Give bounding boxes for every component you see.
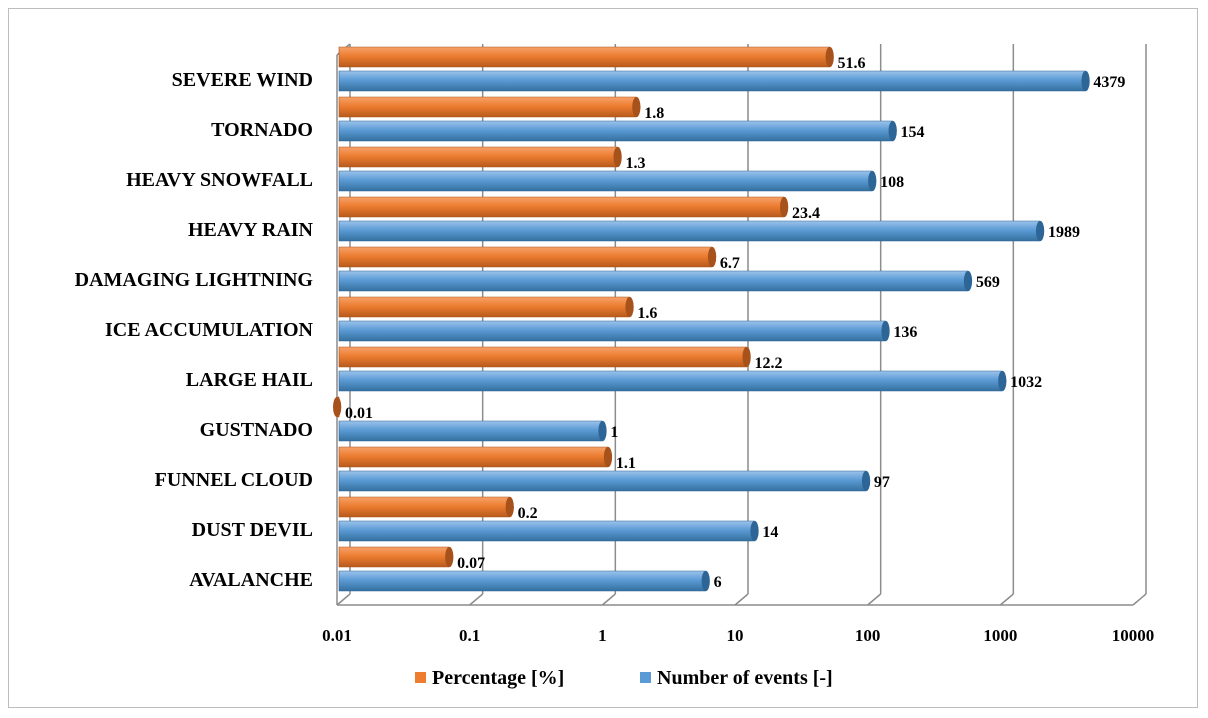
bar-events [338,170,877,192]
value-label-events: 4379 [1093,74,1125,91]
legend: Percentage [%] Number of events [-] [415,667,833,689]
bar-cap-events [701,571,710,591]
gridline-floor [734,593,749,606]
bar-cap-events [888,121,897,141]
bar-percentage [338,446,613,468]
bar-percentage [338,346,751,368]
bar-cap-percentage [707,247,716,267]
y-axis-depth-bottom [336,593,351,606]
x-tick-label: 1000 [983,626,1017,645]
bar-events [338,220,1045,242]
bar-cap-percentage [613,147,622,167]
legend-label-percentage: Percentage [%] [432,667,564,689]
bar-percentage [338,546,454,568]
bar-events [338,420,607,442]
value-label-percentage: 1.6 [637,305,657,322]
value-label-percentage: 0.01 [345,405,373,422]
bar-cap-events [1081,71,1090,91]
value-label-events: 154 [901,124,925,141]
bar-percentage [338,296,634,318]
value-label-percentage: 0.07 [457,555,485,572]
value-label-percentage: 1.8 [644,105,664,122]
value-label-events: 1032 [1010,374,1042,391]
x-tick-label: 10000 [1112,626,1155,645]
value-label-percentage: 12.2 [754,355,782,372]
bar-events [338,120,897,142]
value-label-percentage: 6.7 [720,255,740,272]
category-label: DUST DEVIL [192,519,313,541]
bar-cap-events [868,171,877,191]
bar-cap-percentage [742,347,751,367]
bar-cap-events [598,421,607,441]
gridline-floor [999,593,1014,606]
bar-percentage [338,246,717,268]
value-label-events: 136 [893,324,917,341]
category-label: HEAVY SNOWFALL [126,169,313,191]
value-label-percentage: 23.4 [792,205,820,222]
bar-events [338,370,1007,392]
legend-swatch-percentage [415,672,426,683]
category-label: AVALANCHE [189,569,313,591]
value-label-events: 569 [976,274,1000,291]
gridline-floor [601,593,616,606]
value-label-events: 1 [610,424,618,441]
gridline-floor [469,593,484,606]
legend-label-events: Number of events [-] [657,667,833,689]
bar-events [338,320,890,342]
legend-swatch-events [640,672,651,683]
value-label-events: 1989 [1048,224,1080,241]
gridline-floor [1132,593,1147,606]
bar-cap-events [998,371,1007,391]
bar-cap-events [750,521,759,541]
value-label-events: 6 [714,574,722,591]
category-label: LARGE HAIL [186,369,313,391]
x-tick-label: 100 [855,626,881,645]
category-label: DAMAGING LIGHTNING [75,269,314,291]
x-tick-label: 0.1 [459,626,480,645]
bar-events [338,570,710,592]
bar-events [338,470,871,492]
x-tick-label: 1 [598,626,607,645]
bar-cap-percentage [505,497,514,517]
category-label: TORNADO [211,119,313,141]
bar-events [338,70,1090,92]
value-label-events: 14 [762,524,778,541]
bar-percentage [338,496,514,518]
bar-cap-percentage [625,297,634,317]
category-label: HEAVY RAIN [188,219,314,241]
value-label-events: 108 [880,174,904,191]
bar-cap-events [881,321,890,341]
bars [333,46,1090,592]
category-label: FUNNEL CLOUD [155,469,313,491]
category-label: GUSTNADO [200,419,313,441]
bar-events [338,520,759,542]
labels: 0.01 0.1 1 10 100 1000 10000 SEVERE WIND 51.6 437… [75,55,1155,645]
value-label-events: 97 [874,474,890,491]
bar-cap-percentage [779,197,788,217]
category-label: ICE ACCUMULATION [105,319,314,341]
x-tick-label: 10 [727,626,744,645]
value-label-percentage: 51.6 [838,55,866,72]
bar-cap-percentage [445,547,454,567]
x-tick-label: 0.01 [322,626,352,645]
value-label-percentage: 1.1 [616,455,636,472]
bar-events [338,270,973,292]
bar-percentage [338,146,622,168]
bar-cap-events [963,271,972,291]
bar-cap-events [861,471,870,491]
bar-cap-percentage [632,97,641,117]
bar-cap-events [1035,221,1044,241]
bar-percentage [338,96,641,118]
bar-percentage [338,46,834,68]
bar-cap-percentage [333,397,341,417]
gridline-floor [867,593,882,606]
category-label: SEVERE WIND [172,69,313,91]
value-label-percentage: 0.2 [518,505,538,522]
value-label-percentage: 1.3 [625,155,645,172]
bar-percentage [338,196,789,218]
bar-cap-percentage [603,447,612,467]
bar-cap-percentage [825,47,834,67]
